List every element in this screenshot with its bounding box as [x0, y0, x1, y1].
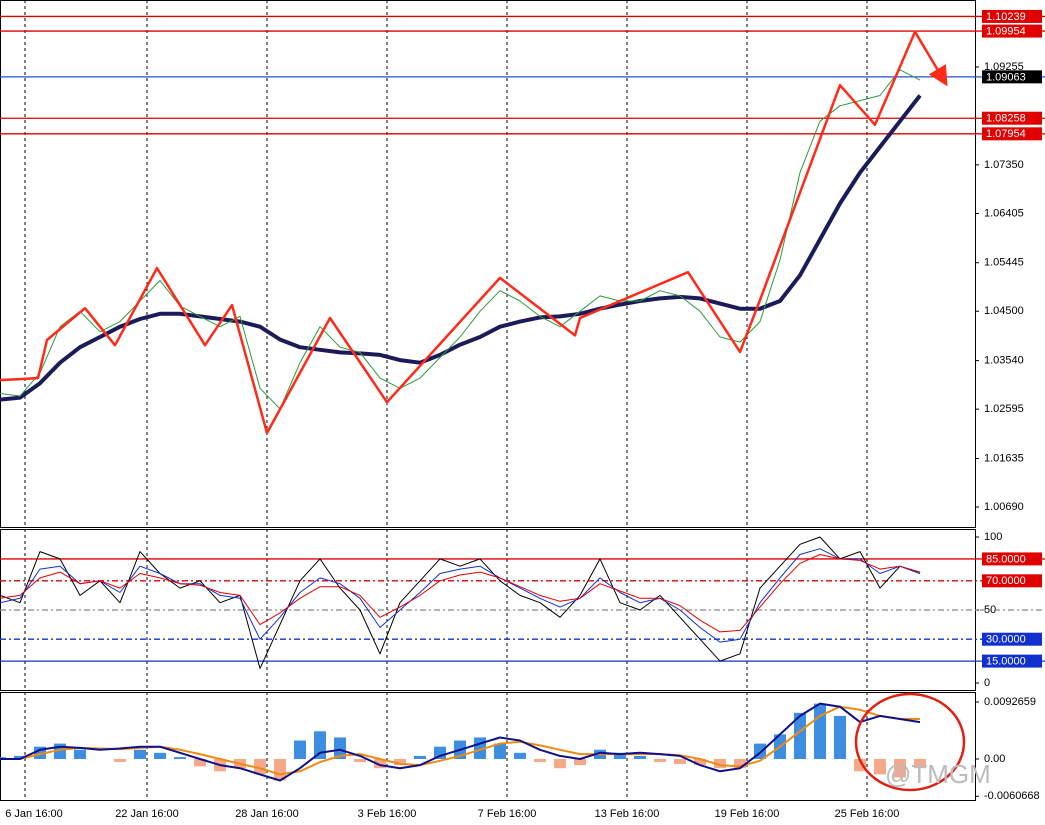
x-tick-label: 22 Jan 16:00 — [115, 808, 179, 820]
x-tick-label: 28 Jan 16:00 — [235, 808, 299, 820]
histogram-bar — [534, 758, 546, 763]
histogram-bar — [334, 737, 346, 759]
level-label: 85.0000 — [986, 553, 1026, 565]
x-tick-label: 19 Feb 16:00 — [715, 808, 780, 820]
level-label-box — [982, 127, 1042, 141]
y-tick-label: -0.0060668 — [984, 790, 1040, 802]
series-line — [0, 548, 921, 643]
histogram-bar — [894, 758, 906, 778]
y-tick-label: 1.06405 — [984, 207, 1024, 219]
histogram-bar — [814, 703, 826, 759]
level-label: 1.09063 — [986, 71, 1026, 83]
histogram-bar — [174, 757, 186, 759]
series-line — [0, 69, 921, 410]
histogram-bar — [554, 758, 566, 769]
y-tick-label: 100 — [984, 531, 1002, 543]
level-label-box — [982, 9, 1042, 23]
level-label-box — [982, 552, 1042, 566]
histogram-bar — [714, 758, 726, 769]
level-label: 15.0000 — [986, 656, 1026, 668]
histogram-bar — [614, 752, 626, 759]
level-label: 1.08258 — [986, 113, 1026, 125]
histogram-bar — [394, 758, 406, 766]
y-tick-label: 1.04500 — [984, 305, 1024, 317]
histogram-bar — [654, 758, 666, 763]
level-label-box — [982, 632, 1042, 646]
y-tick-label: 1.03540 — [984, 355, 1024, 367]
level-label-box — [982, 70, 1042, 84]
histogram-bar — [374, 758, 386, 769]
histogram-bar — [74, 749, 86, 759]
y-tick-label: 0.00 — [984, 753, 1005, 765]
watermark: @TMGM — [885, 759, 991, 789]
histogram-bar — [294, 740, 306, 759]
y-tick-label: 0.0092659 — [984, 696, 1036, 708]
histogram-bar — [254, 758, 266, 775]
histogram-bar — [574, 758, 586, 766]
y-tick-label: 1.07350 — [984, 159, 1024, 171]
level-label: 1.10239 — [986, 11, 1026, 23]
histogram-bar — [154, 752, 166, 759]
x-tick-label: 25 Feb 16:00 — [835, 808, 900, 820]
y-tick-label: 1.09255 — [984, 61, 1024, 73]
histogram-bar — [834, 715, 846, 759]
histogram-bar — [114, 758, 126, 763]
histogram-bar — [354, 758, 366, 763]
histogram-bar — [134, 749, 146, 759]
level-label: 1.07954 — [986, 128, 1026, 140]
histogram-bar — [634, 755, 646, 759]
level-label: 70.0000 — [986, 575, 1026, 587]
histogram-bar — [514, 752, 526, 759]
level-label-box — [982, 24, 1042, 38]
series-line — [0, 94, 922, 402]
y-tick-label: 1.05445 — [984, 257, 1024, 269]
level-label-box — [982, 654, 1042, 668]
series-line — [0, 702, 921, 782]
level-label-box — [982, 111, 1042, 125]
histogram-bar — [874, 758, 886, 775]
series-line — [0, 536, 921, 669]
x-tick-label: 3 Feb 16:00 — [358, 808, 417, 820]
histogram-bar — [914, 758, 926, 769]
x-tick-label: 6 Jan 16:00 — [5, 808, 63, 820]
histogram-bar — [674, 758, 686, 764]
y-tick-label: 1.01635 — [984, 452, 1024, 464]
histogram-bar — [494, 743, 506, 759]
x-tick-label: 7 Feb 16:00 — [478, 808, 537, 820]
zigzag-line — [0, 30, 948, 435]
histogram-bar — [694, 758, 706, 766]
y-tick-label: 0 — [984, 677, 990, 689]
histogram-bar — [734, 758, 746, 769]
series-line — [0, 554, 921, 633]
panel-frame — [0, 0, 976, 528]
level-label: 30.0000 — [986, 634, 1026, 646]
level-label-box — [982, 574, 1042, 588]
histogram-bar — [414, 755, 426, 759]
y-tick-label: 1.00690 — [984, 501, 1024, 513]
histogram-bar — [274, 758, 286, 781]
histogram-bar — [14, 755, 26, 759]
level-label: 1.09954 — [986, 25, 1026, 37]
y-tick-label: 1.02595 — [984, 403, 1024, 415]
highlight-circle — [854, 692, 966, 792]
histogram-bar — [794, 712, 806, 759]
x-tick-label: 13 Feb 16:00 — [595, 808, 660, 820]
histogram-bar — [194, 758, 206, 767]
histogram-bar — [854, 758, 866, 772]
